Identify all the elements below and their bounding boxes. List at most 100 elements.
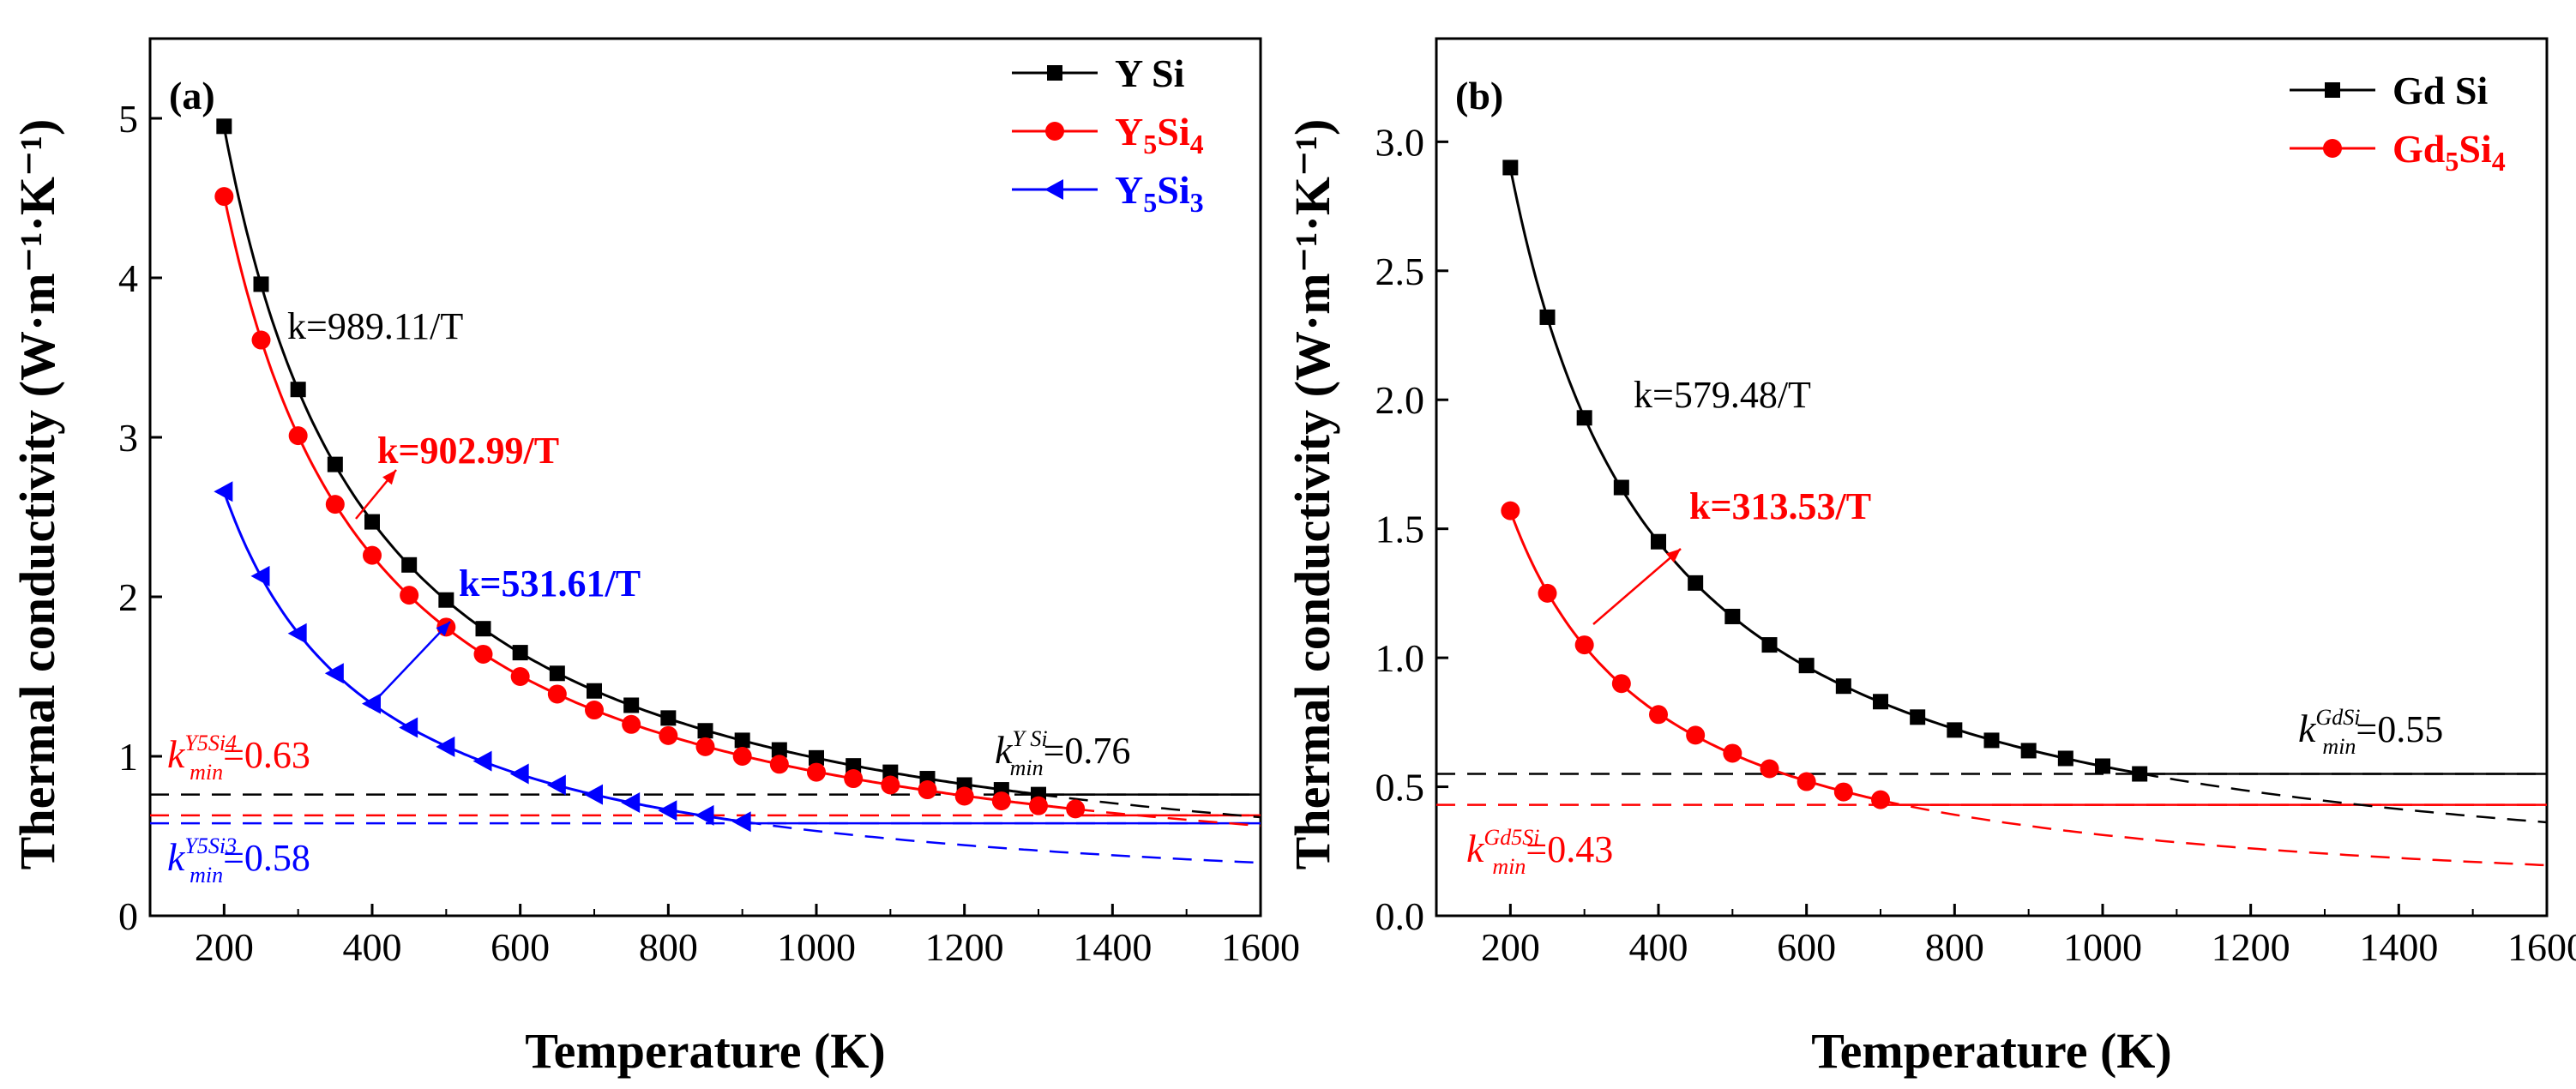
data-point [401, 557, 418, 573]
data-point [1798, 658, 1815, 674]
data-point [1574, 635, 1594, 655]
data-point [1066, 799, 1086, 819]
data-point [658, 800, 677, 821]
data-point [697, 723, 713, 739]
legend-marker [2325, 82, 2340, 98]
y-tick-label: 1 [118, 735, 138, 779]
legend-entry: Y Si [1115, 51, 1185, 95]
data-point [399, 717, 418, 738]
data-point [2132, 766, 2148, 782]
annotation-arrowhead [382, 470, 396, 485]
annotation-arrow [368, 621, 451, 708]
data-point [734, 732, 750, 749]
data-point [1651, 533, 1666, 550]
data-point [253, 276, 269, 292]
data-point [364, 514, 380, 530]
data-point [473, 644, 493, 664]
y-axis-label: Thermal conductivity (W·m⁻¹·K⁻¹) [9, 119, 65, 870]
data-point [882, 764, 899, 780]
data-point [400, 586, 419, 605]
data-point [587, 683, 602, 699]
y-tick-label: 2.0 [1375, 378, 1425, 422]
fit-equation: k=531.61/T [459, 563, 641, 605]
x-tick-label: 1400 [2359, 925, 2438, 969]
data-point [1611, 674, 1631, 694]
y-axis-label: Thermal conductivity (W·m⁻¹·K⁻¹) [1285, 119, 1340, 870]
fit-extension-0 [1038, 793, 1261, 819]
x-axis-label: Temperature (K) [1811, 1023, 2171, 1079]
data-point [2095, 758, 2110, 774]
data-point [549, 665, 565, 682]
data-point [621, 791, 641, 813]
data-point [1910, 709, 1926, 725]
data-point [547, 684, 567, 704]
data-point [1947, 722, 1963, 738]
data-point [1724, 608, 1741, 624]
data-point [290, 382, 306, 398]
y-tick-label: 5 [118, 97, 138, 141]
fit-extension-1 [1075, 808, 1261, 827]
x-tick-label: 1200 [2212, 925, 2290, 969]
panel-label: (a) [169, 74, 215, 117]
legend-entry: Gd Si [2392, 69, 2488, 112]
y-tick-label: 0.0 [1375, 894, 1425, 938]
x-tick-label: 1600 [1221, 925, 1300, 969]
data-point [2057, 750, 2073, 767]
annotation-arrowhead [1665, 549, 1681, 563]
data-point [287, 623, 307, 644]
data-point [731, 811, 751, 833]
data-point [216, 118, 232, 135]
legend-entry: Y5Si3 [1115, 168, 1204, 218]
data-point [954, 786, 974, 806]
y-tick-label: 1.0 [1375, 636, 1425, 680]
data-point [918, 780, 937, 800]
data-point [475, 621, 491, 637]
data-point [881, 775, 900, 795]
panel-label: (b) [1455, 74, 1503, 117]
data-point [214, 481, 233, 502]
series-line-1 [222, 195, 1076, 811]
x-tick-label: 600 [1777, 925, 1836, 969]
x-tick-label: 200 [195, 925, 254, 969]
data-point [659, 725, 678, 745]
data-point [695, 737, 715, 756]
data-point [1538, 583, 1557, 603]
data-point [1797, 772, 1816, 791]
data-point [1686, 725, 1706, 745]
series-line-0 [1508, 167, 2140, 775]
fit-extension-1 [1880, 798, 2548, 867]
data-point [1835, 678, 1851, 695]
x-tick-label: 400 [1629, 925, 1688, 969]
data-point [472, 750, 492, 772]
data-point [1613, 479, 1629, 496]
data-point [622, 714, 641, 734]
panel-b: 200 400 600 800 1000 1200 1400 1600 0.0 0.5 1.0 1.5… [1285, 37, 2576, 1079]
data-point [1502, 159, 1519, 176]
x-tick-label: 1400 [1073, 925, 1152, 969]
x-tick-label: 1000 [2063, 925, 2142, 969]
data-point [585, 701, 604, 720]
x-axis-label: Temperature (K) [525, 1023, 885, 1079]
x-tick-label: 800 [1925, 925, 1984, 969]
legend-marker [1045, 122, 1064, 141]
annotation-arrowhead [436, 622, 450, 636]
series-line-1 [1508, 510, 1881, 802]
fit-equation: k=989.11/T [287, 305, 463, 347]
data-point [1501, 501, 1520, 520]
x-tick-label: 200 [1481, 925, 1540, 969]
data-point [660, 710, 677, 726]
data-point [251, 330, 271, 350]
data-point [363, 545, 382, 565]
data-point [695, 804, 714, 826]
data-point [546, 774, 566, 796]
data-point [1760, 759, 1779, 779]
x-tick-label: 800 [639, 925, 698, 969]
plot-frame [1435, 37, 2549, 918]
legend-entry: Y5Si4 [1115, 110, 1204, 159]
data-point [1576, 410, 1592, 426]
data-point [584, 784, 603, 805]
kmin-label: kGd5Si min=0.43 [1466, 825, 1613, 879]
fit-equation: k=579.48/T [1634, 374, 1811, 416]
y-tick-label: 3.0 [1375, 120, 1425, 164]
